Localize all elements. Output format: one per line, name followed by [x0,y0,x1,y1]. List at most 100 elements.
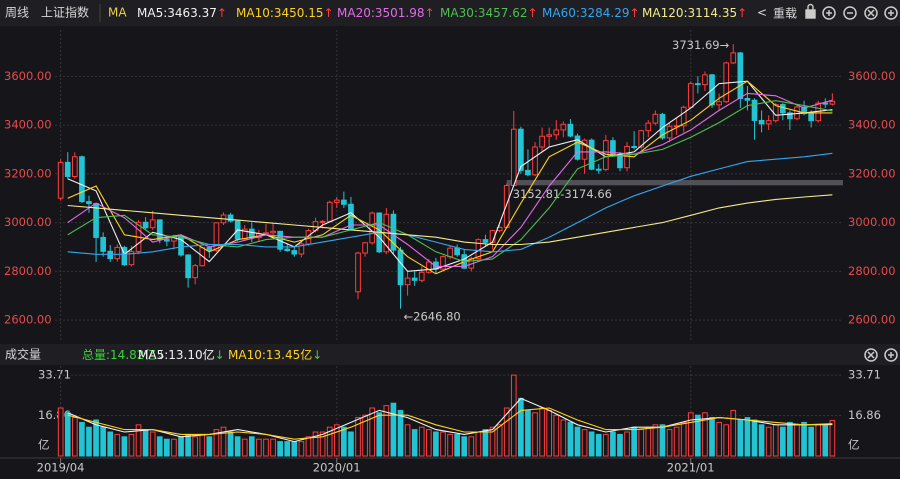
volume-bar [525,409,531,457]
volume-bar [680,421,687,457]
settings-icon[interactable] [884,6,898,20]
candle-body [447,247,453,258]
candle-body [787,112,793,120]
y-tick-label-right: 16.86 [848,408,881,422]
ma-legend: MA10:3450.15↑ [236,6,334,20]
volume-bar [164,438,170,457]
volume-bar [305,436,312,457]
volume-bar [227,431,234,457]
candle-body [645,122,652,132]
volume-total-arrow: ↓ [156,348,166,362]
candle-body [71,156,78,177]
volume-bar [695,414,701,457]
volume-bar [404,424,411,457]
volume-bar [185,433,191,457]
volume-title: 成交量 [5,347,41,362]
candle-body [567,123,574,137]
volume-bar [751,419,758,457]
volume-bar [447,433,453,457]
period-tab[interactable]: 周线 [5,6,29,20]
ma-legend-label: MA10:3450.15 [236,6,324,20]
volume-bar [93,419,99,457]
volume-bar [702,412,708,457]
index-name[interactable]: 上证指数 [41,5,89,20]
volume-bar [199,433,206,457]
ma-legend: MA5:3463.37↑ [137,6,227,20]
candle-body [822,102,829,105]
volume-bar [765,426,772,457]
nav-back[interactable]: < [757,6,767,20]
candle-body [525,169,531,176]
gap-label: 3152.81-3174.66 [513,187,612,201]
volume-bar [553,414,560,457]
y-tick-label: 3400.00 [4,118,52,132]
ma-legend-arrow: ↑ [528,6,538,20]
candle-body [100,236,106,252]
candle-body [206,247,213,251]
candle-body [149,219,156,229]
candle-body [581,139,588,160]
candle-body [418,271,425,281]
volume-total: 总量:14.82亿↓ [82,347,166,362]
candle-body [362,242,368,254]
annotation: 3731.69→ [672,38,730,52]
candle-body [595,168,602,171]
candle-body [425,261,432,273]
candle-body [758,119,765,125]
volume-bar [397,409,404,457]
volume-ma-legend-label: MA5:13.10亿 [138,347,215,362]
volume-close-icons[interactable] [864,348,898,362]
volume-bar [659,424,666,457]
volume-bar [270,438,276,457]
volume-bar [666,429,673,457]
close-icon[interactable] [864,6,878,20]
candle-body [624,146,630,169]
volume-bar [794,424,800,457]
candle-body [652,113,659,124]
volume-bar [567,421,574,457]
candle-body [185,254,191,279]
candle-body [588,139,595,170]
ma-legend-label: MA120:3114.35 [642,6,737,20]
annotation-value: 3731.69 [672,38,720,52]
volume-ma-legend: MA5:13.10亿↓ [138,347,225,362]
candle-body [93,203,99,238]
candle-body [723,62,730,103]
candle-body [121,246,128,266]
candle-body [86,201,92,205]
volume-ma-legend-label: MA10:13.45亿 [228,347,312,362]
indicator-name[interactable]: MA [108,6,127,20]
lock-icon[interactable] [805,3,816,19]
ma-legend-label: MA20:3501.98 [337,6,425,20]
y-tick-label: 2600.00 [4,313,52,327]
volume-bar [440,431,446,457]
y-tick-label: 3600.00 [4,69,52,83]
candle-body [744,97,751,101]
candle-body [404,277,411,286]
volume-bar [758,424,765,457]
volume-bar [86,426,92,457]
zoom-in-icon[interactable] [822,6,836,20]
candle-body [128,251,135,266]
candle-body [411,277,418,281]
candle-body [263,232,269,235]
y-tick-label: 33.71 [38,368,71,382]
ma-legend: MA20:3501.98↑ [337,6,435,20]
zoom-out-icon[interactable] [843,6,857,20]
y-tick-label-right: 33.71 [848,368,881,382]
reload-button[interactable]: 重载 [773,7,797,21]
volume-bar [779,426,786,457]
volume-bar [291,441,298,457]
volume-bar [107,431,114,457]
volume-bar [539,407,545,457]
volume-bar [390,402,397,457]
candle-body [178,235,184,256]
volume-bar [79,421,85,457]
y-tick-label: 亿 [38,438,50,452]
candle-body [164,239,170,242]
candle-body [617,154,623,169]
candle-body [730,52,737,64]
volume-bar [461,436,468,457]
volume-bar [341,426,347,457]
candle-body [291,250,298,255]
